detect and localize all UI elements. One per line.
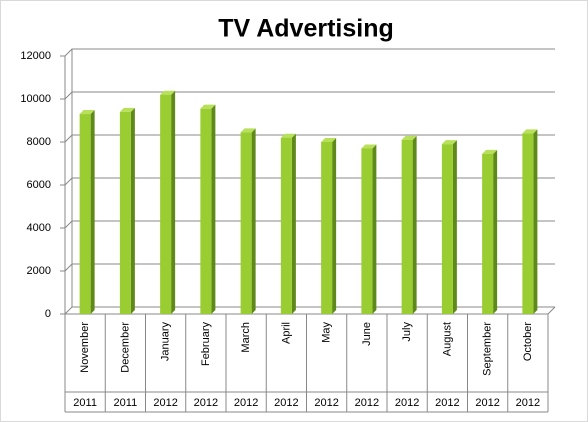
bar-top (441, 140, 457, 145)
x-tick-label: August (441, 322, 453, 356)
bar-top (240, 128, 256, 133)
bar (79, 110, 95, 314)
chart-title: TV Advertising (218, 15, 394, 43)
bar-top (200, 104, 216, 109)
grid-line (64, 134, 555, 143)
bar (321, 138, 337, 314)
bar (200, 104, 216, 314)
y-tick-label: 0 (45, 308, 51, 320)
bar-side (130, 107, 135, 315)
bar (240, 128, 256, 314)
bar-top (361, 144, 377, 149)
x-tick-label: June (361, 322, 373, 346)
x-group-label: 2012 (355, 397, 379, 409)
bar-front (240, 132, 252, 314)
x-group-label: 2012 (234, 397, 258, 409)
bar (441, 140, 457, 314)
grid-line (64, 220, 555, 229)
bar-side (251, 128, 256, 314)
bar-top (79, 110, 95, 115)
bar-top (321, 138, 337, 142)
x-tick-label: April (280, 322, 292, 344)
y-tick-label: 8000 (27, 136, 51, 148)
bar (119, 107, 135, 315)
bar-top (280, 133, 296, 138)
bar-side (533, 129, 538, 314)
bar-side (452, 140, 457, 314)
y-tick-label: 6000 (27, 179, 51, 191)
bar-top (522, 129, 538, 134)
bar-front (280, 137, 292, 314)
bar-side (332, 138, 337, 314)
x-group-label: 2011 (114, 397, 138, 409)
bar-side (493, 149, 498, 314)
x-group-label: 2012 (153, 397, 177, 409)
bar (401, 135, 417, 314)
y-tick-label: 12000 (20, 50, 51, 62)
bar-side (171, 90, 176, 314)
bar-front (79, 114, 91, 314)
bar-front (321, 142, 333, 314)
bar (280, 133, 296, 314)
grid-line (64, 177, 555, 186)
bar-front (119, 111, 131, 315)
x-tick-label: November (79, 322, 91, 373)
bar-side (412, 135, 417, 314)
x-group-label: 2011 (73, 397, 97, 409)
x-tick-label: February (200, 322, 212, 367)
bar-top (119, 107, 135, 112)
bar (361, 144, 377, 314)
x-tick-label: May (321, 322, 333, 343)
bar-top (160, 90, 176, 95)
bar (160, 90, 176, 314)
bar-top (401, 135, 417, 140)
x-tick-label: January (160, 322, 172, 362)
bar (482, 149, 498, 314)
x-tick-label: September (482, 322, 494, 376)
y-tick-label: 10000 (20, 93, 51, 105)
bar-front (482, 153, 494, 314)
grid-line (64, 91, 555, 100)
x-group-label: 2012 (516, 397, 540, 409)
x-group-label: 2012 (274, 397, 298, 409)
grid-line (64, 48, 555, 57)
x-tick-label: October (522, 322, 534, 361)
bar-front (441, 144, 453, 314)
x-tick-label: December (119, 322, 131, 373)
bar-front (522, 133, 534, 314)
y-tick-label: 4000 (27, 222, 51, 234)
x-tick-label: March (240, 322, 252, 353)
bar-side (211, 104, 216, 314)
bar-side (90, 110, 95, 314)
x-group-label: 2012 (435, 397, 459, 409)
bar-front (160, 94, 172, 314)
bar (522, 129, 538, 314)
x-group-label: 2012 (395, 397, 419, 409)
x-tick-label: July (401, 322, 413, 342)
x-group-label: 2012 (314, 397, 338, 409)
x-group-label: 2012 (475, 397, 499, 409)
bar-front (401, 139, 413, 314)
grid-line (64, 263, 555, 272)
bar-side (291, 133, 296, 314)
bar-side (372, 144, 377, 314)
x-group-label: 2012 (194, 397, 218, 409)
y-tick-label: 2000 (27, 265, 51, 277)
bar-front (200, 108, 212, 314)
bar-front (361, 148, 373, 314)
bar-top (482, 149, 498, 154)
grid-line (64, 306, 555, 315)
